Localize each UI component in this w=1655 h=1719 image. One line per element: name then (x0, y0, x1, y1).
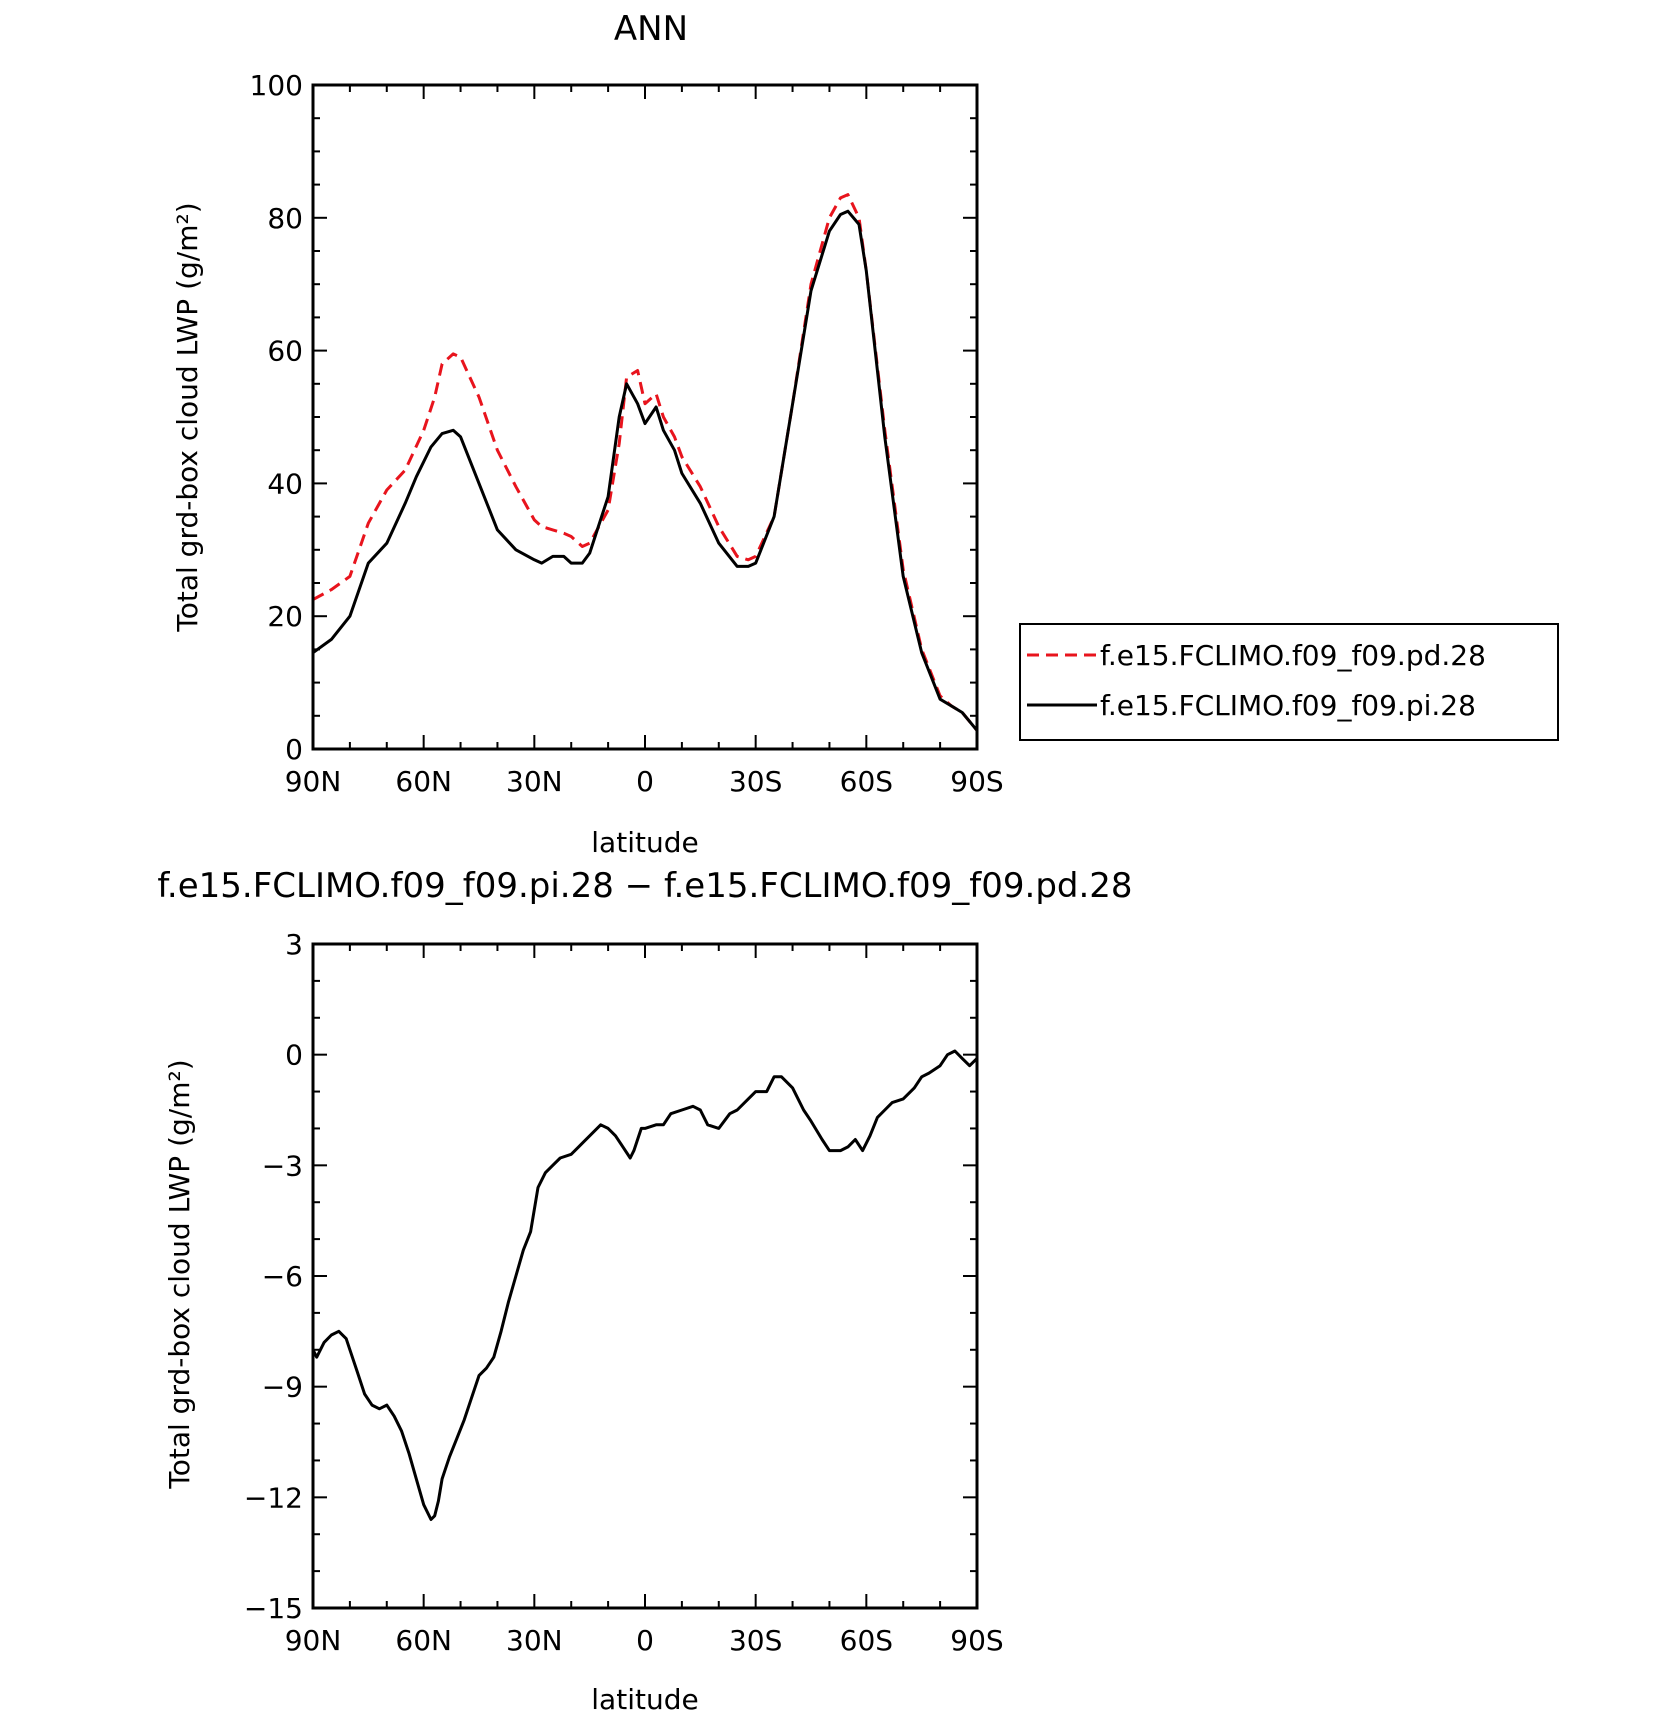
y-tick-label: −3 (262, 1149, 303, 1182)
x-tick-label: 90N (285, 765, 342, 798)
y-tick-label: −9 (262, 1371, 303, 1404)
x-tick-label: 30S (729, 1624, 782, 1657)
x-tick-label: 60S (840, 1624, 893, 1657)
x-tick-label: 90S (950, 765, 1003, 798)
x-tick-label: 0 (636, 765, 654, 798)
x-tick-label: 0 (636, 1624, 654, 1657)
top-plot-frame (311, 83, 979, 751)
top-chart-title: ANN (614, 9, 688, 49)
y-tick-label: 0 (285, 1039, 303, 1072)
x-tick-label: 90N (285, 1624, 342, 1657)
x-tick-label: 60N (395, 1624, 452, 1657)
y-tick-label: 40 (267, 467, 303, 500)
x-tick-label: 30S (729, 765, 782, 798)
bottom-panel: f.e15.FCLIMO.f09_f09.pi.28 − f.e15.FCLIM… (157, 866, 1132, 1716)
y-tick-label: −15 (244, 1592, 303, 1625)
series-line-pd (312, 193, 979, 732)
y-tick-label: 100 (250, 69, 303, 102)
series-line-pi (312, 209, 979, 732)
series-line-pi (311, 1049, 979, 1521)
y-tick-label: 3 (285, 928, 303, 961)
bottom-x-axis-label: latitude (591, 1683, 698, 1716)
bottom-chart-title: f.e15.FCLIMO.f09_f09.pi.28 − f.e15.FCLIM… (157, 866, 1132, 906)
y-tick-label: 80 (267, 202, 303, 235)
x-tick-label: 90S (950, 1624, 1003, 1657)
top-y-axis-label: Total grd-box cloud LWP (g/m²) (171, 202, 204, 632)
y-tick-label: 20 (267, 600, 303, 633)
y-tick-label: 60 (267, 335, 303, 368)
top-panel: ANN 90N 60N 30N 0 30S 60S 90S 0 20 40 60 80 100 lati… (171, 9, 1559, 859)
legend: f.e15.FCLIMO.f09_f09.pd.28 f.e15.FCLIMO.… (1019, 623, 1559, 741)
top-x-axis-label: latitude (591, 826, 698, 859)
x-tick-label: 60N (395, 765, 452, 798)
legend-entry-pi: f.e15.FCLIMO.f09_f09.pi.28 (1100, 689, 1476, 722)
legend-entry-pd: f.e15.FCLIMO.f09_f09.pd.28 (1100, 639, 1486, 672)
x-tick-label: 30N (506, 765, 563, 798)
y-tick-label: −6 (262, 1260, 303, 1293)
bottom-y-axis-label: Total grd-box cloud LWP (g/m²) (163, 1059, 196, 1489)
legend-box (1019, 623, 1559, 741)
x-tick-label: 30N (506, 1624, 563, 1657)
x-tick-label: 60S (840, 765, 893, 798)
y-tick-label: 0 (285, 733, 303, 766)
bottom-plot-frame (311, 942, 979, 1610)
y-tick-label: −12 (244, 1481, 303, 1514)
